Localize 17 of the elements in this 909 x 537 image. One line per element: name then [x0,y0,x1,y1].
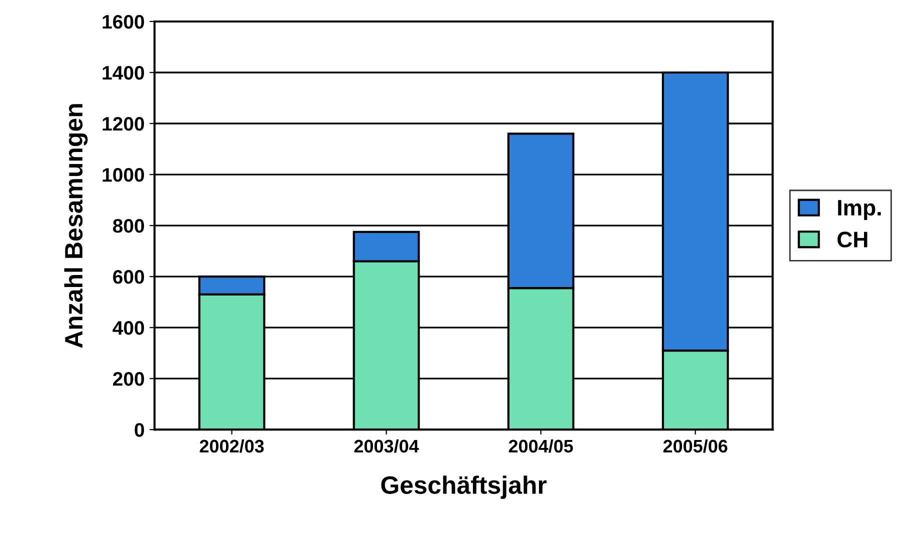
x-tick-label: 2002/03 [200,439,264,453]
x-tick-label: 2005/06 [663,439,728,453]
y-tick-label: 1600 [102,14,144,29]
legend-label: Imp. [838,200,881,220]
y-tick-label: 1200 [102,116,144,131]
y-tick-label: 1400 [102,66,144,80]
y-axis-title: Anzahl Besamungen [64,104,88,348]
y-tick-label: 1000 [102,168,144,182]
x-tick-label: 2004/05 [508,439,573,453]
y-tick-label: 0 [134,423,144,437]
x-axis-title: Geschäftsjahr [381,476,547,499]
y-tick-label: 400 [112,321,144,335]
y-tick-label: 600 [113,270,144,284]
y-tick-label: 800 [112,219,144,233]
legend-label: CH [838,232,868,248]
x-tick-label: 2003/04 [354,439,419,453]
y-tick-label: 200 [113,372,144,386]
